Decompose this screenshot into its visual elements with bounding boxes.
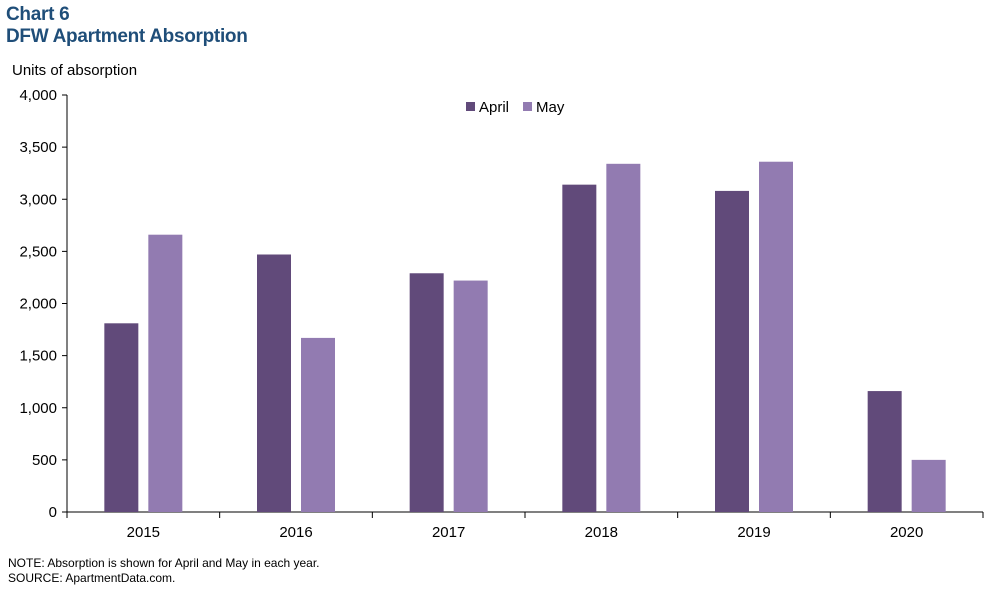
y-axis-label: Units of absorption [12, 62, 138, 79]
bars [104, 161, 946, 512]
legend-label-april: April [479, 99, 509, 116]
y-tick-label: 1,000 [19, 400, 57, 417]
x-tick-label: 2020 [890, 524, 923, 541]
bar-may-2015 [148, 234, 183, 512]
legend-label-may: May [536, 99, 565, 116]
bar-april-2019 [715, 190, 749, 512]
y-tick-label: 3,000 [19, 191, 57, 208]
y-tick-label: 0 [49, 504, 57, 521]
bar-may-2016 [301, 337, 335, 512]
x-tick-label: 2018 [585, 524, 618, 541]
chart-title: DFW Apartment Absorption [6, 26, 248, 47]
x-tick-label: 2017 [432, 524, 465, 541]
axes: 0 500 1,000 1,500 2,000 2,500 3,000 3,500 4,000 2… [19, 87, 984, 541]
y-tick-label: 2,000 [19, 296, 57, 313]
legend: April May [466, 99, 565, 116]
chart-number: Chart 6 [6, 4, 70, 25]
x-tick-label: 2019 [737, 524, 770, 541]
bar-may-2017 [453, 280, 488, 512]
legend-swatch-april [466, 102, 475, 111]
bar-may-2018 [606, 163, 641, 512]
y-tick-label: 3,500 [19, 139, 57, 156]
y-tick-label: 2,500 [19, 243, 57, 260]
source-text: SOURCE: ApartmentData.com. [8, 571, 176, 585]
bar-april-2015 [104, 323, 139, 512]
bar-may-2020 [911, 459, 946, 512]
notes: NOTE: Absorption is shown for April and … [8, 556, 319, 586]
bar-april-2017 [409, 273, 444, 512]
title-block: Chart 6 DFW Apartment Absorption [6, 4, 248, 48]
y-tick-label: 1,500 [19, 348, 57, 365]
bar-april-2018 [562, 184, 597, 512]
x-tick-label: 2015 [127, 524, 160, 541]
note-text: NOTE: Absorption is shown for April and … [8, 556, 320, 570]
legend-swatch-may [523, 102, 533, 111]
bar-may-2019 [759, 161, 793, 512]
y-tick-label: 500 [32, 452, 57, 469]
bar-april-2016 [257, 254, 291, 512]
bar-april-2020 [867, 391, 902, 512]
x-tick-label: 2016 [279, 524, 312, 541]
y-tick-label: 4,000 [19, 87, 57, 104]
